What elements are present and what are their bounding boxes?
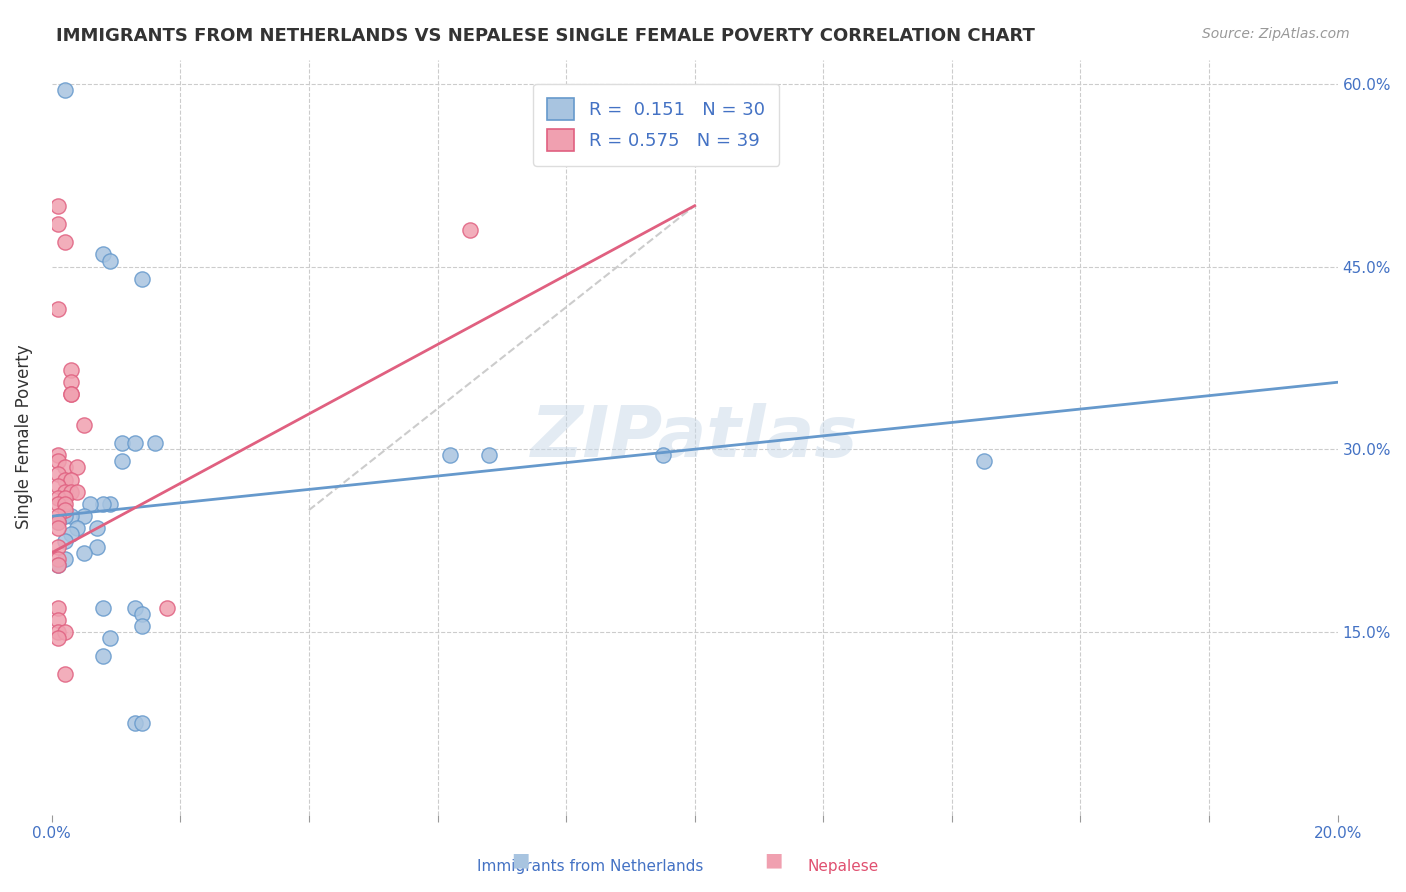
Point [46,521,69,535]
Point [66,460,89,475]
Point [53,235,76,250]
Point [66,484,89,499]
Point [60,387,83,401]
Text: ZIPatlas: ZIPatlas [531,402,859,472]
Point [46,558,69,572]
Point [973,454,995,468]
Point [86,540,108,554]
Text: Nepalese: Nepalese [808,859,879,874]
Point [124,600,146,615]
Point [46,631,69,645]
Point [73,417,96,432]
Point [46,613,69,627]
Point [53,473,76,487]
Point [46,516,69,530]
Point [478,448,501,462]
Point [91,649,114,664]
Point [86,521,108,535]
Point [98,631,121,645]
Point [46,448,69,462]
Point [53,667,76,681]
Point [73,509,96,524]
Point [124,436,146,450]
Point [46,302,69,317]
Point [46,516,69,530]
Point [46,479,69,493]
Point [60,363,83,377]
Point [53,460,76,475]
Point [53,624,76,639]
Point [53,83,76,97]
Point [131,272,153,286]
Text: Source: ZipAtlas.com: Source: ZipAtlas.com [1202,27,1350,41]
Point [91,247,114,261]
Point [66,521,89,535]
Point [98,253,121,268]
Point [46,540,69,554]
Point [46,600,69,615]
Point [143,436,166,450]
Point [46,624,69,639]
Point [46,491,69,505]
Point [46,551,69,566]
Point [53,484,76,499]
Point [60,527,83,541]
Text: Immigrants from Netherlands: Immigrants from Netherlands [477,859,704,874]
Point [53,551,76,566]
Point [46,509,69,524]
Point [53,509,76,524]
Point [73,546,96,560]
Point [46,454,69,468]
Text: ■: ■ [763,851,783,870]
Point [91,600,114,615]
Point [98,497,121,511]
Point [46,558,69,572]
Point [439,448,461,462]
Point [458,223,481,237]
Point [131,716,153,731]
Point [651,448,673,462]
Point [131,607,153,621]
Point [60,473,83,487]
Point [111,436,134,450]
Point [124,716,146,731]
Point [53,503,76,517]
Point [60,376,83,390]
Point [111,454,134,468]
Text: ■: ■ [510,851,530,870]
Legend: R =  0.151   N = 30, R = 0.575   N = 39: R = 0.151 N = 30, R = 0.575 N = 39 [533,84,779,166]
Point [60,509,83,524]
Point [60,484,83,499]
Point [46,199,69,213]
Text: IMMIGRANTS FROM NETHERLANDS VS NEPALESE SINGLE FEMALE POVERTY CORRELATION CHART: IMMIGRANTS FROM NETHERLANDS VS NEPALESE … [56,27,1035,45]
Point [46,467,69,481]
Point [79,497,101,511]
Point [91,497,114,511]
Point [53,497,76,511]
Y-axis label: Single Female Poverty: Single Female Poverty [15,344,32,529]
Point [46,217,69,231]
Point [53,533,76,548]
Point [60,387,83,401]
Point [156,600,179,615]
Point [46,497,69,511]
Point [53,491,76,505]
Point [131,619,153,633]
